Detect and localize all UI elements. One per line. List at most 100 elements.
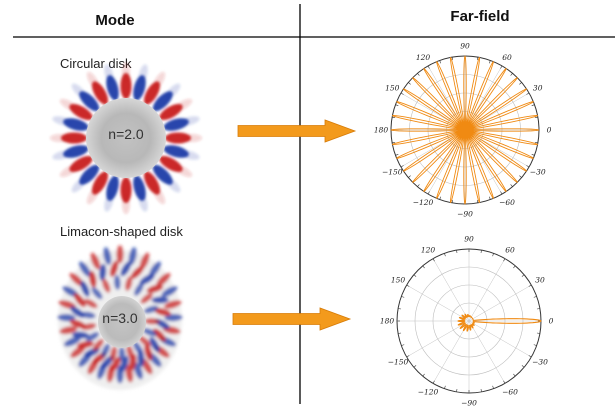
- polar-tick-mark: [531, 104, 535, 106]
- polar-tick-mark: [526, 92, 530, 95]
- mode-lobe: [63, 145, 89, 158]
- mode-lobe: [139, 252, 150, 270]
- polar-tick-mark: [519, 82, 522, 85]
- mode-lobe: [164, 300, 182, 309]
- mode-lobe: [164, 313, 183, 322]
- mode-lobe: [144, 344, 153, 361]
- mode-lobe: [140, 292, 153, 304]
- circular-disk-arrow: [237, 119, 357, 143]
- polar-angle-label: −150: [388, 358, 409, 367]
- mode-lobe: [85, 332, 100, 342]
- polar-tick-mark: [480, 250, 482, 254]
- polar-tick-mark: [513, 265, 516, 269]
- polar-tick-mark: [489, 196, 491, 200]
- polar-tick-mark: [528, 355, 532, 358]
- polar-angle-label: −90: [457, 210, 473, 219]
- polar-tick-mark: [500, 191, 503, 195]
- polar-tick-mark: [432, 380, 435, 384]
- polar-angle-label: 180: [380, 317, 395, 326]
- mode-lobe: [152, 164, 173, 185]
- disk-interior: [98, 296, 146, 348]
- mode-lobe: [77, 341, 94, 349]
- mode-lobe: [78, 261, 91, 277]
- mode-lobe: [110, 356, 121, 372]
- mode-lobe: [125, 276, 133, 291]
- mode-lobe: [143, 171, 161, 195]
- mode-lobe: [139, 274, 155, 285]
- polar-tick-mark: [533, 296, 537, 298]
- mode-lobe: [165, 132, 191, 144]
- polar-angle-label: 60: [502, 53, 512, 62]
- arrow-shape: [237, 119, 357, 143]
- mode-lobe: [137, 349, 145, 367]
- polar-angle-label: −90: [461, 399, 477, 407]
- mode-lobe: [103, 247, 112, 265]
- polar-tick-mark: [528, 284, 532, 287]
- polar-tick-mark: [408, 82, 411, 85]
- polar-tick-mark: [439, 196, 441, 200]
- polar-angle-label: 120: [421, 246, 436, 255]
- polar-angle-label: 30: [535, 276, 545, 285]
- polar-angle-label: 0: [547, 126, 552, 135]
- polar-tick-mark: [444, 253, 446, 257]
- polar-tick-mark: [451, 199, 453, 203]
- far-field-header: Far-field: [450, 8, 509, 25]
- polar-grid-spoke: [432, 320, 470, 384]
- polar-tick-mark: [536, 308, 540, 310]
- mode-lobe: [133, 341, 143, 355]
- polar-grid-spoke: [468, 258, 506, 322]
- mode-lobe: [133, 175, 146, 201]
- mode-lobe: [69, 319, 86, 329]
- polar-tick-mark: [451, 57, 453, 61]
- mode-lobe: [154, 308, 171, 316]
- polar-tick-mark: [489, 60, 491, 64]
- polar-grid-spoke: [468, 284, 532, 322]
- mode-lobe: [84, 298, 98, 309]
- polar-angle-label: 150: [385, 84, 400, 93]
- mode-lobe: [138, 335, 151, 347]
- mode-lobe: [59, 326, 78, 335]
- polar-tick-mark: [503, 258, 506, 262]
- mode-lobe: [143, 305, 159, 314]
- mode-lobe: [79, 91, 100, 112]
- mode-lobe: [120, 73, 132, 99]
- mode-lobe: [159, 103, 183, 121]
- mode-lobe: [81, 323, 97, 331]
- mode-lobe: [120, 261, 132, 277]
- polar-tick-mark: [510, 73, 513, 76]
- far-field-pattern-curve: [457, 313, 542, 332]
- mode-lobe: [152, 91, 173, 112]
- polar-tick-mark: [427, 191, 430, 195]
- mode-lobe: [79, 164, 100, 185]
- mode-lobe: [133, 75, 146, 101]
- polar-tick-mark: [500, 65, 503, 69]
- mode-lobe: [57, 313, 76, 322]
- mode-lobe: [110, 346, 118, 361]
- mode-lobe: [70, 345, 86, 358]
- mode-lobe: [69, 103, 93, 121]
- limacon-disk-mode-pattern: [57, 245, 183, 390]
- polar-angle-label: −120: [418, 388, 439, 397]
- mode-lobe: [149, 261, 162, 277]
- polar-tick-mark: [536, 332, 540, 334]
- mode-lobe: [143, 81, 161, 105]
- limacon-disk-caption: Limacon-shaped disk: [60, 224, 183, 239]
- polar-tick-mark: [477, 199, 479, 203]
- polar-tick-mark: [408, 175, 411, 178]
- mode-lobe: [128, 247, 137, 265]
- polar-tick-mark: [392, 142, 396, 144]
- polar-tick-mark: [401, 344, 405, 346]
- polar-tick-mark: [413, 274, 417, 277]
- mode-lobe: [91, 171, 109, 195]
- mode-lobe: [118, 346, 126, 362]
- polar-angle-label: −60: [499, 198, 515, 207]
- mode-lobe: [149, 337, 160, 353]
- mode-lobe: [91, 81, 109, 105]
- polar-tick-mark: [519, 175, 522, 178]
- mode-lobe: [130, 265, 144, 279]
- polar-tick-mark: [456, 388, 458, 392]
- polar-tick-mark: [400, 92, 404, 95]
- circular-disk-caption: Circular disk: [60, 56, 132, 71]
- mode-lobe: [144, 318, 160, 325]
